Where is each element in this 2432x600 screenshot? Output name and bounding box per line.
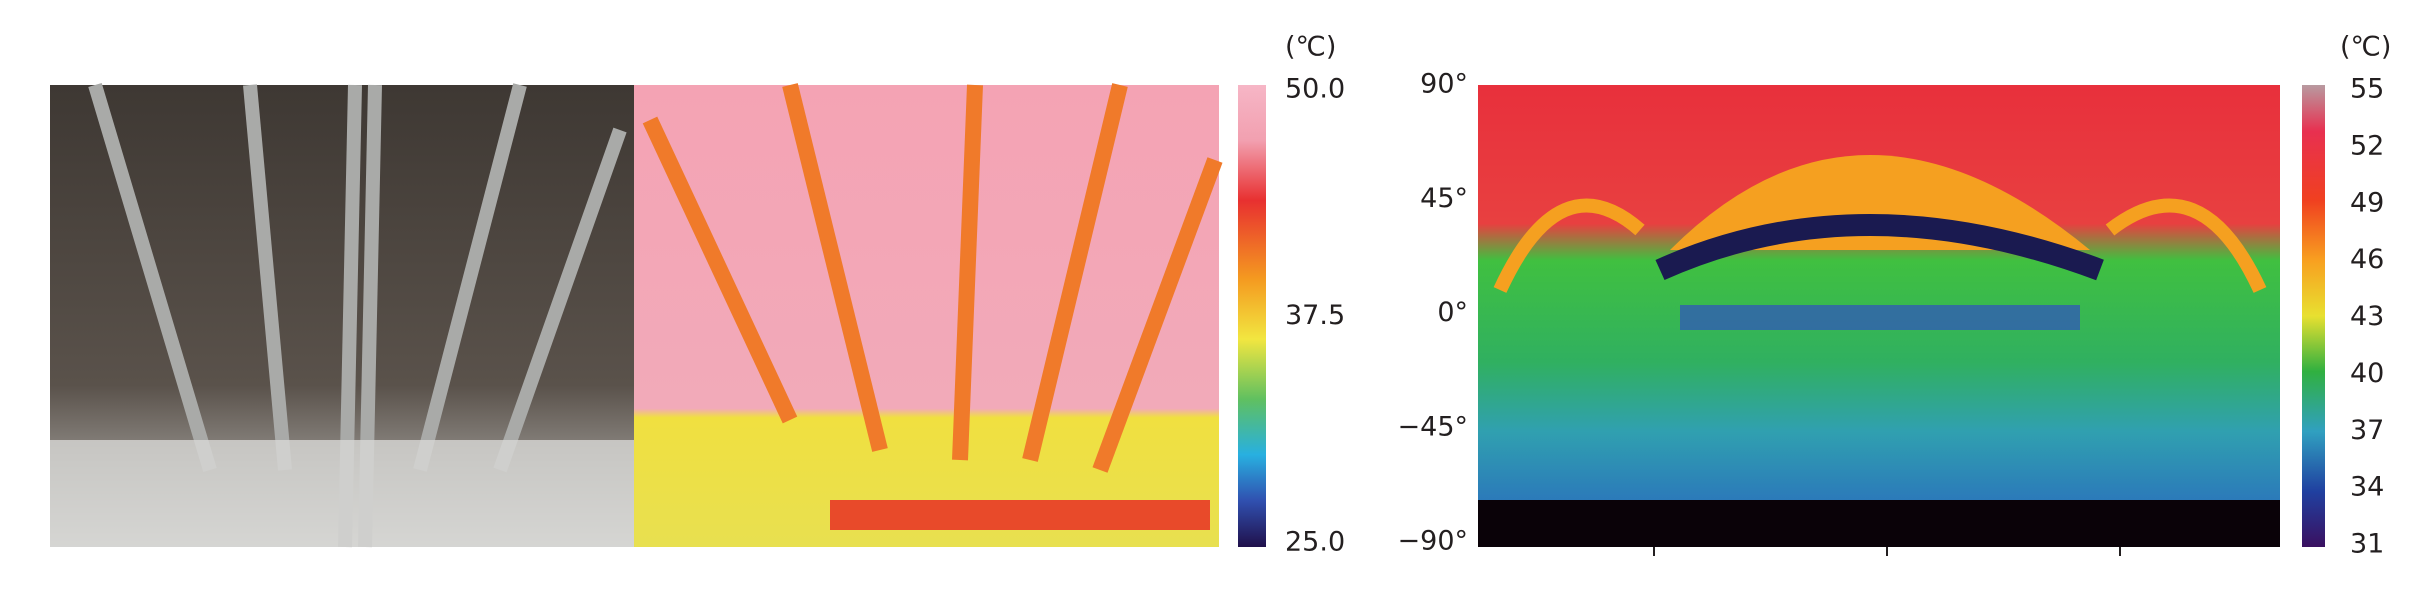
scale-tick-label: 55 (2350, 74, 2384, 105)
y-axis-label: 90° (1420, 69, 1468, 100)
scale-unit: (℃) (2340, 32, 2391, 63)
y-axis-label: −90° (1398, 526, 1468, 557)
scale-unit: (℃) (1285, 32, 1336, 63)
scale-tick-label: 43 (2350, 301, 2384, 332)
scale-tick-label: 52 (2350, 130, 2384, 161)
scale-tick-label: 46 (2350, 244, 2384, 275)
thermal-background (634, 85, 1219, 547)
scale-tick-label: 31 (2350, 529, 2384, 560)
color-bar (1238, 85, 1266, 547)
panorama (1478, 85, 2280, 556)
scale-tick-label: 34 (2350, 472, 2384, 503)
y-axis-label: −45° (1398, 411, 1468, 442)
photo (50, 82, 634, 548)
y-axis-label: 0° (1437, 297, 1468, 328)
scale-tick-label: 37.5 (1285, 300, 1345, 331)
scale-tick-label: 25.0 (1285, 527, 1345, 558)
roof-shadow (1655, 214, 2104, 281)
thermal-image (634, 83, 1223, 547)
side-arcs (1493, 198, 2267, 293)
color-bar (2302, 85, 2325, 547)
scale-tick-label: 50.0 (1285, 74, 1345, 105)
lower-structure (50, 440, 634, 547)
y-axis-label: 45° (1420, 183, 1468, 214)
beams (88, 82, 627, 548)
blank-band (1478, 500, 2280, 547)
scale-tick-label: 49 (2350, 187, 2384, 218)
scale-tick-label: 40 (2350, 358, 2384, 389)
thermal-hot-band (830, 500, 1210, 530)
train-band (1680, 305, 2080, 330)
x-ticks (1653, 547, 2121, 556)
thermal-beams (642, 83, 1223, 473)
scale-tick-label: 37 (2350, 415, 2384, 446)
